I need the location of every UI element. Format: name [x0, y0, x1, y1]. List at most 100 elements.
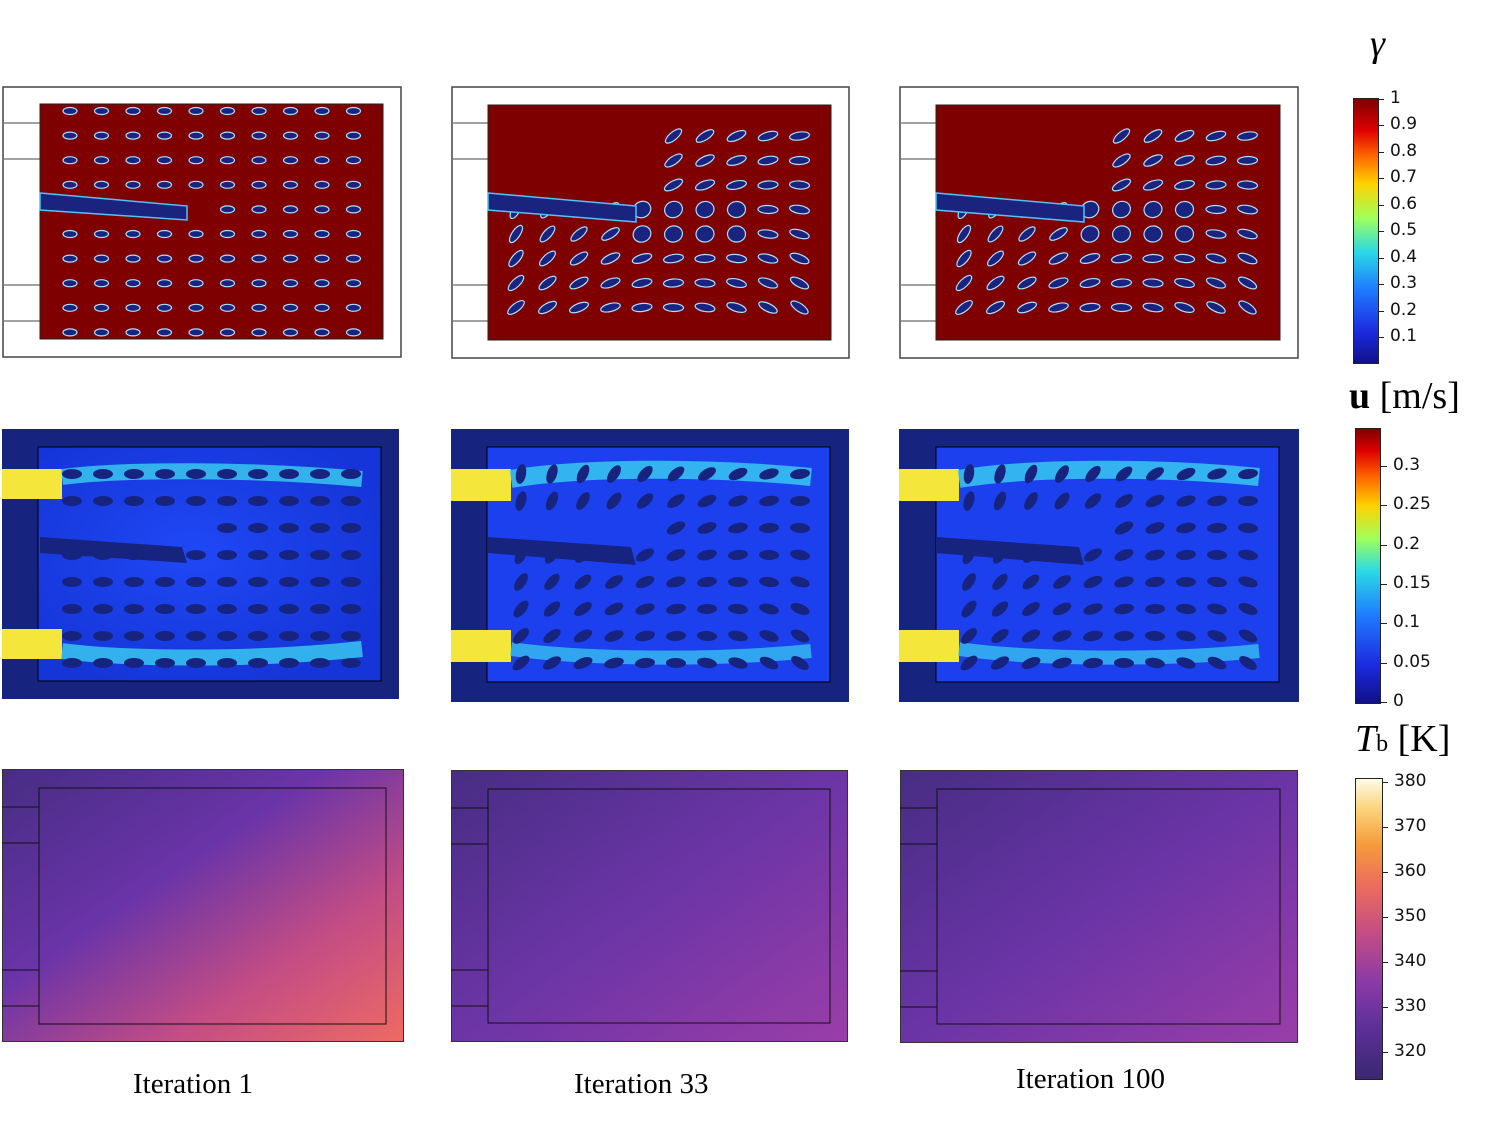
hole — [62, 550, 82, 560]
velocity-panel-iteration-1 — [2, 429, 399, 699]
hole — [251, 106, 267, 116]
hole — [728, 577, 748, 587]
hole — [636, 493, 654, 509]
hole — [1174, 301, 1195, 314]
density-field-iteration-100 — [899, 86, 1299, 359]
hole — [219, 303, 236, 312]
hole — [1143, 154, 1163, 167]
hole — [759, 495, 779, 507]
hole — [508, 224, 524, 244]
colorbar-tick — [1381, 466, 1387, 467]
hole — [695, 154, 715, 167]
hole — [790, 522, 810, 534]
hole — [1142, 253, 1164, 264]
hole — [759, 603, 779, 615]
hole — [663, 253, 684, 264]
hole — [1176, 603, 1196, 615]
hole — [1207, 630, 1227, 642]
hole — [790, 576, 810, 588]
hole — [993, 491, 1007, 511]
hole — [1052, 657, 1072, 669]
hole — [1017, 276, 1037, 290]
hole — [790, 603, 810, 615]
hole — [1110, 278, 1133, 288]
velocity-field-iteration-100 — [899, 429, 1299, 702]
hole — [1143, 200, 1163, 219]
hole — [248, 523, 268, 533]
hole — [345, 205, 362, 214]
hole — [341, 496, 361, 506]
hole — [62, 469, 82, 479]
hole — [1236, 180, 1259, 190]
velocity-symbol: u — [1349, 375, 1371, 417]
hole — [314, 180, 330, 189]
hole — [219, 156, 236, 165]
hole — [124, 577, 144, 587]
hole — [1205, 229, 1227, 239]
colorbar-tick-label: 340 — [1394, 951, 1427, 971]
hole — [956, 249, 972, 268]
colorbar-tick — [1378, 337, 1384, 338]
velocity-unit: [m/s] — [1379, 375, 1460, 417]
hole — [314, 303, 330, 312]
hole — [631, 277, 653, 289]
hole — [631, 302, 653, 313]
hole — [1238, 522, 1258, 534]
hole — [1022, 574, 1040, 590]
hole — [62, 156, 78, 165]
hole — [635, 630, 655, 642]
colorbar-tick — [1378, 257, 1384, 259]
hole — [545, 491, 559, 511]
hole — [1236, 155, 1259, 166]
colorbar-tick-label: 320 — [1394, 1041, 1427, 1061]
hole — [282, 131, 299, 140]
hole — [314, 106, 330, 116]
hole — [62, 658, 82, 668]
hole — [251, 254, 267, 263]
hole — [1048, 277, 1069, 289]
hole — [600, 277, 621, 289]
hole — [697, 576, 717, 588]
hole — [1083, 603, 1103, 615]
hole — [282, 279, 299, 288]
hole — [341, 577, 361, 587]
hole — [698, 467, 716, 481]
hole — [695, 200, 715, 219]
colorbar-tick — [1382, 782, 1388, 783]
hole — [1176, 495, 1196, 507]
hole — [757, 204, 779, 215]
hole — [345, 106, 362, 116]
hole — [248, 496, 268, 506]
hole — [1145, 603, 1165, 615]
temperature-colorbar — [1355, 778, 1383, 1080]
hole — [1112, 128, 1131, 144]
hole — [219, 279, 236, 288]
hole — [156, 106, 173, 116]
hole — [188, 328, 204, 337]
temperature-panel-iteration-33 — [451, 770, 849, 1043]
hole — [217, 658, 237, 668]
hole — [757, 155, 779, 166]
hole — [124, 550, 144, 560]
hole — [1114, 521, 1134, 535]
hole — [963, 464, 975, 484]
hole — [1111, 225, 1132, 243]
hole — [155, 469, 175, 479]
hole — [345, 254, 362, 263]
hole — [507, 299, 525, 316]
hole — [757, 253, 779, 264]
hole — [155, 550, 175, 560]
hole — [345, 303, 362, 312]
hole — [1145, 576, 1165, 588]
colorbar-tick-label: 0.2 — [1390, 299, 1418, 320]
hole — [1111, 178, 1132, 192]
hole — [1054, 492, 1070, 510]
hole — [219, 131, 236, 140]
hole — [345, 131, 362, 140]
hole — [1173, 253, 1196, 264]
hole — [188, 131, 204, 140]
hole — [635, 657, 655, 669]
hole — [93, 229, 110, 239]
hole — [1238, 495, 1258, 507]
colorbar-tick-label: 0.3 — [1393, 455, 1421, 475]
